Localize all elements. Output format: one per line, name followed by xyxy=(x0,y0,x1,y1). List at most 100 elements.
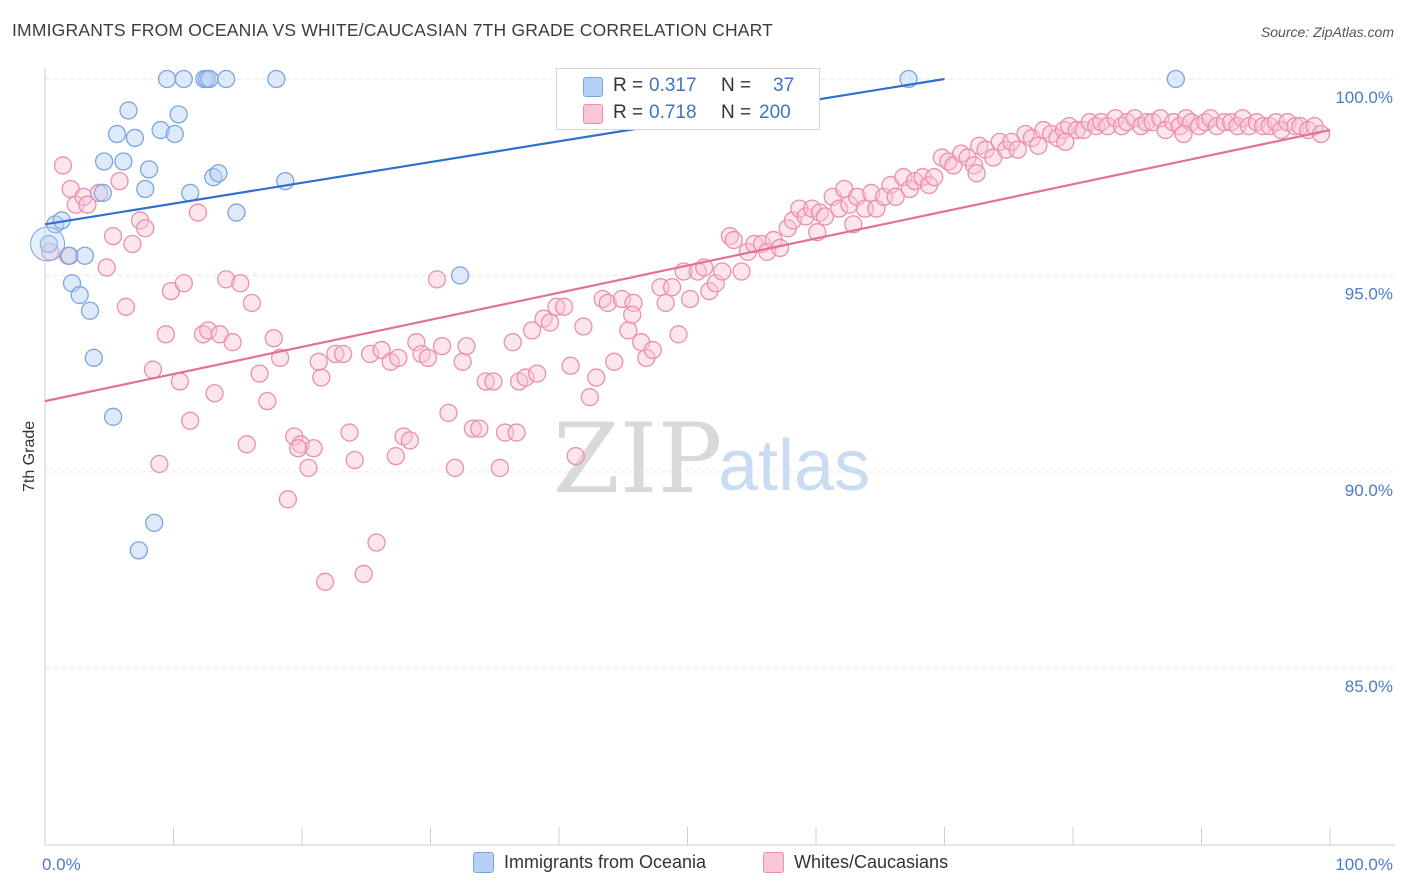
data-point-whites xyxy=(1056,132,1075,152)
data-point-whites xyxy=(580,388,599,407)
data-point-whites xyxy=(340,423,359,442)
watermark-atlas: atlas xyxy=(718,426,870,506)
data-point-oceania xyxy=(267,69,286,89)
data-point-whites xyxy=(540,313,560,332)
data-point-whites xyxy=(432,336,452,356)
legend-row-oceania: R = 0.317 N = 37 xyxy=(557,74,819,100)
data-point-whites xyxy=(612,289,632,309)
data-point-whites xyxy=(170,372,190,391)
data-point-oceania xyxy=(217,69,236,89)
legend-n-label: N = xyxy=(721,75,752,96)
data-point-whites xyxy=(662,278,682,297)
data-point-whites xyxy=(732,262,751,281)
data-point-whites xyxy=(1008,140,1027,159)
data-point-whites xyxy=(561,356,580,375)
data-point-whites xyxy=(150,454,169,474)
y-axis-label: 7th Grade xyxy=(21,421,38,492)
data-point-oceania xyxy=(119,101,138,120)
data-point-whites xyxy=(136,219,155,238)
data-point-whites xyxy=(299,458,318,478)
data-point-whites xyxy=(326,344,345,364)
data-point-whites xyxy=(925,168,944,187)
data-point-oceania xyxy=(165,124,184,144)
data-point-oceania xyxy=(169,105,188,124)
data-point-oceania xyxy=(200,69,219,89)
legend-n-label: N = xyxy=(721,102,752,123)
data-point-whites xyxy=(309,352,328,371)
y-tick-label: 100.0% xyxy=(1335,88,1393,107)
watermark-zip: ZIP xyxy=(553,403,722,515)
data-point-oceania xyxy=(39,234,59,254)
data-point-whites xyxy=(516,368,535,387)
data-point-oceania xyxy=(93,183,112,203)
data-point-whites xyxy=(389,348,408,368)
bottom-legend-swatch-whites xyxy=(763,852,784,873)
data-point-oceania xyxy=(60,246,79,265)
data-point-oceania xyxy=(103,407,123,426)
legend-r-label: R = xyxy=(613,102,644,123)
data-point-whites xyxy=(367,533,386,552)
data-point-oceania xyxy=(1166,69,1185,89)
data-point-whites xyxy=(490,458,510,478)
data-point-whites xyxy=(333,344,353,364)
bottom-legend-swatch-oceania xyxy=(473,852,494,873)
data-point-whites xyxy=(1137,113,1156,132)
data-point-oceania xyxy=(30,226,66,262)
data-point-whites xyxy=(205,384,224,403)
data-point-oceania xyxy=(84,348,103,368)
y-tick-label: 85.0% xyxy=(1345,677,1393,696)
data-point-whites xyxy=(188,203,208,222)
data-point-whites xyxy=(250,364,269,383)
data-point-whites xyxy=(78,195,97,214)
axis-layer: 85.0% 90.0% 95.0% 100.0% 0.0% 100.0% xyxy=(42,68,1395,874)
data-point-whites xyxy=(264,329,283,348)
data-point-whites xyxy=(360,344,380,364)
data-point-whites xyxy=(174,274,193,293)
data-point-whites xyxy=(223,333,242,352)
data-point-whites xyxy=(829,199,849,218)
legend-r-label: R = xyxy=(613,75,644,96)
bottom-legend-label-whites: Whites/Caucasians xyxy=(794,852,949,872)
data-point-whites xyxy=(713,262,732,281)
data-point-oceania xyxy=(145,513,164,533)
y-tick-label: 95.0% xyxy=(1345,284,1393,303)
data-point-whites xyxy=(522,321,542,340)
data-point-whites xyxy=(453,352,472,371)
data-point-whites xyxy=(386,446,405,466)
data-point-whites xyxy=(507,423,526,442)
y-tick-label: 90.0% xyxy=(1345,481,1393,500)
data-point-whites xyxy=(623,305,642,324)
data-point-whites xyxy=(304,439,323,458)
data-point-whites xyxy=(110,171,129,191)
data-point-whites xyxy=(1174,124,1193,144)
data-point-whites xyxy=(181,411,200,430)
data-point-oceania xyxy=(209,164,228,183)
data-point-whites xyxy=(103,226,123,246)
legend-n-value: 200 xyxy=(759,102,791,123)
data-point-whites xyxy=(288,439,308,458)
data-point-whites xyxy=(116,297,136,316)
data-point-whites xyxy=(97,258,116,277)
data-point-whites xyxy=(463,419,483,438)
data-point-oceania xyxy=(157,69,177,89)
legend-swatch-oceania xyxy=(583,77,603,97)
x-tick-label: 100.0% xyxy=(1335,855,1393,874)
data-point-whites xyxy=(967,164,986,183)
data-point-oceania xyxy=(94,152,114,171)
data-point-whites xyxy=(484,372,503,391)
data-point-whites xyxy=(894,168,913,187)
bottom-legend-label-oceania: Immigrants from Oceania xyxy=(504,852,707,872)
data-point-whites xyxy=(476,372,495,391)
data-point-whites xyxy=(643,340,662,360)
data-point-oceania xyxy=(151,120,170,140)
data-point-oceania xyxy=(125,128,145,148)
data-point-whites xyxy=(439,403,458,423)
data-point-whites xyxy=(156,325,175,344)
data-point-oceania xyxy=(227,203,246,222)
data-point-whites xyxy=(566,446,585,466)
data-point-whites xyxy=(231,274,250,293)
data-point-whites xyxy=(345,450,364,470)
data-point-whites xyxy=(587,368,606,387)
data-point-whites xyxy=(315,572,335,591)
data-point-whites xyxy=(470,419,489,438)
